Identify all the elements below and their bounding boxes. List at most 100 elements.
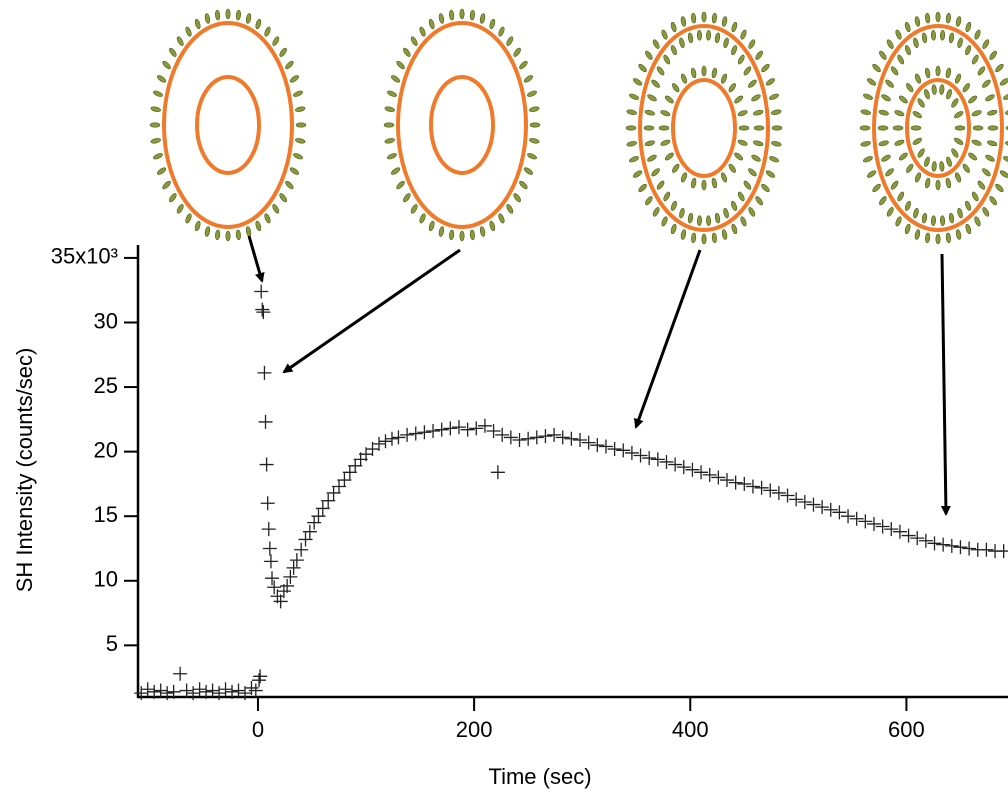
- lipid: [687, 32, 694, 44]
- lipid: [647, 94, 657, 102]
- lipid: [633, 78, 643, 86]
- lipid: [945, 67, 952, 79]
- point: [668, 457, 683, 472]
- lipid: [711, 177, 718, 189]
- lipid: [925, 12, 931, 24]
- point: [884, 522, 899, 537]
- lipid: [638, 183, 647, 193]
- point: [745, 479, 760, 494]
- lipid: [706, 30, 712, 41]
- lipid: [295, 122, 307, 128]
- lipid: [157, 167, 167, 175]
- lipid: [731, 200, 738, 211]
- lipid: [644, 109, 655, 116]
- lipid: [194, 18, 201, 30]
- point: [633, 448, 648, 463]
- point: [400, 427, 415, 442]
- point: [754, 480, 769, 495]
- lipid: [225, 230, 231, 242]
- lipid: [285, 60, 294, 70]
- lipid: [680, 229, 687, 240]
- point: [979, 542, 994, 557]
- lipid: [633, 170, 643, 178]
- point: [332, 479, 347, 494]
- lipid: [626, 109, 637, 115]
- lipid: [972, 125, 984, 131]
- lipid: [149, 122, 161, 128]
- lipid: [885, 79, 894, 88]
- lipid: [651, 168, 660, 177]
- lipid: [529, 122, 541, 128]
- point: [255, 302, 270, 317]
- point: [944, 538, 959, 553]
- lipid: [914, 172, 922, 183]
- point: [780, 488, 795, 503]
- point: [469, 421, 484, 436]
- lipid: [914, 229, 921, 240]
- lipid: [913, 207, 919, 219]
- lipid: [387, 90, 397, 97]
- lipid: [506, 204, 514, 214]
- lipid: [629, 156, 639, 163]
- point: [258, 414, 273, 429]
- point: [590, 438, 605, 453]
- lipid: [513, 47, 521, 57]
- lipid: [924, 156, 930, 167]
- point: [192, 682, 207, 697]
- point: [486, 423, 501, 438]
- lipid: [527, 90, 537, 97]
- point: [391, 430, 406, 445]
- lipid: [403, 47, 411, 57]
- lipid: [176, 36, 184, 46]
- lipid: [150, 138, 161, 144]
- point: [607, 442, 622, 457]
- lipid: [255, 220, 262, 232]
- lipid: [863, 93, 873, 100]
- lipid: [951, 98, 959, 108]
- lipid: [469, 9, 475, 21]
- point: [841, 509, 856, 524]
- lipid: [965, 223, 972, 235]
- lipid: [974, 216, 981, 227]
- point: [443, 421, 458, 436]
- lipid: [968, 152, 978, 161]
- point: [936, 537, 951, 552]
- lipid: [954, 172, 962, 183]
- point: [512, 433, 527, 448]
- lipid: [489, 220, 496, 232]
- lipid: [885, 168, 894, 177]
- lipid: [690, 177, 697, 189]
- lipid: [881, 154, 891, 162]
- point: [823, 502, 838, 517]
- lipid: [691, 232, 697, 244]
- lipid: [962, 163, 970, 173]
- lipid: [968, 95, 978, 104]
- point: [294, 542, 309, 557]
- point: [996, 544, 1008, 559]
- y-axis-label: SH Intensity (counts/sec): [12, 348, 37, 593]
- lipid: [906, 83, 914, 93]
- lipid: [769, 93, 779, 100]
- lipid: [438, 13, 445, 24]
- point: [728, 475, 743, 490]
- lipid: [687, 212, 694, 224]
- inner-membrane: [195, 75, 261, 175]
- point: [866, 516, 881, 531]
- x-tick-label: 0: [252, 717, 264, 742]
- lipid: [679, 37, 685, 49]
- lipid: [913, 37, 919, 49]
- lipid: [690, 67, 697, 79]
- lipid: [877, 125, 889, 131]
- lipid: [867, 170, 877, 178]
- point: [186, 686, 201, 701]
- lipid: [643, 125, 655, 131]
- lipid: [771, 125, 783, 131]
- lipid: [894, 139, 905, 146]
- lipid: [419, 26, 426, 37]
- point: [460, 422, 475, 437]
- lipid: [215, 9, 221, 21]
- lipid: [965, 45, 972, 56]
- lipid: [469, 229, 475, 241]
- point: [676, 460, 691, 475]
- lipid: [185, 26, 192, 37]
